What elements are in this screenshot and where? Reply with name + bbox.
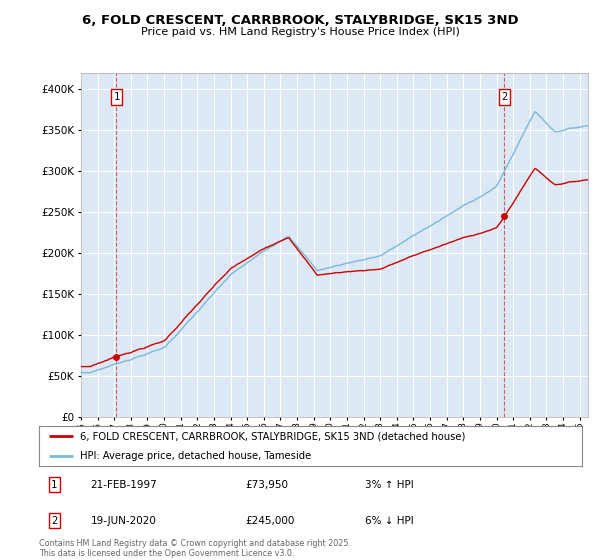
Text: HPI: Average price, detached house, Tameside: HPI: Average price, detached house, Tame… [80, 451, 311, 461]
Text: £73,950: £73,950 [245, 479, 289, 489]
Text: 2: 2 [501, 92, 508, 102]
Text: Price paid vs. HM Land Registry's House Price Index (HPI): Price paid vs. HM Land Registry's House … [140, 27, 460, 37]
Text: 3% ↑ HPI: 3% ↑ HPI [365, 479, 413, 489]
Text: 1: 1 [113, 92, 119, 102]
Text: 1: 1 [51, 479, 58, 489]
Text: £245,000: £245,000 [245, 516, 295, 526]
Text: 21-FEB-1997: 21-FEB-1997 [91, 479, 157, 489]
Text: Contains HM Land Registry data © Crown copyright and database right 2025.
This d: Contains HM Land Registry data © Crown c… [39, 539, 351, 558]
Text: 2: 2 [51, 516, 58, 526]
Text: 6% ↓ HPI: 6% ↓ HPI [365, 516, 413, 526]
Text: 19-JUN-2020: 19-JUN-2020 [91, 516, 157, 526]
Text: 6, FOLD CRESCENT, CARRBROOK, STALYBRIDGE, SK15 3ND (detached house): 6, FOLD CRESCENT, CARRBROOK, STALYBRIDGE… [80, 432, 465, 441]
Text: 6, FOLD CRESCENT, CARRBROOK, STALYBRIDGE, SK15 3ND: 6, FOLD CRESCENT, CARRBROOK, STALYBRIDGE… [82, 14, 518, 27]
